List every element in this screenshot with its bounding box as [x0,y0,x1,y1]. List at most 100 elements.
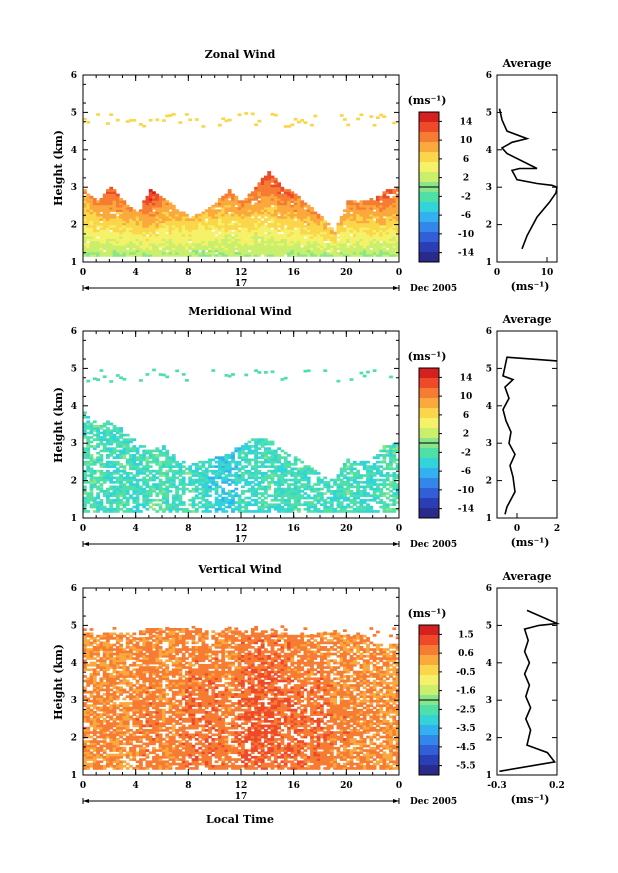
heatmap-cell [379,229,384,233]
heatmap-cell [185,483,189,486]
heatmap-cell [293,460,298,464]
heatmap-cell [343,249,347,253]
heatmap-cell [221,489,226,493]
heatmap-cell [142,501,147,504]
heatmap-cell [237,478,242,482]
heatmap-cell [96,699,100,703]
heatmap-cell [343,209,347,212]
heatmap-cell [395,476,400,480]
heatmap-cell [247,489,252,493]
heatmap-cell [379,492,384,495]
heatmap-cell [142,467,147,471]
heatmap-cell [267,182,272,185]
average-frame [496,330,558,519]
heatmap-cell [247,229,252,233]
heatmap-cell [244,496,249,500]
heatmap-cell [106,456,110,459]
heatmap-cell [264,186,268,190]
colorbar-swatch [419,122,439,133]
heatmap-cell [366,238,370,242]
heatmap-cell [247,195,252,199]
heatmap-cell [129,460,133,464]
heatmap-cell [109,498,114,502]
heatmap-cell [287,216,291,219]
heatmap-cell [208,220,212,224]
heatmap-cell [96,507,100,511]
heatmap-cell [241,209,245,212]
heatmap-cell [109,442,114,446]
heatmap-cell [349,485,354,489]
colorbar-tick-label: 6 [463,155,469,165]
heatmap-cell [168,251,173,255]
heatmap-cell [290,496,295,500]
heatmap-cell [152,483,156,486]
heatmap-cell [359,485,364,489]
heatmap-cell [372,496,377,500]
heatmap-cell [122,494,127,498]
heatmap-cell [125,209,130,212]
heatmap-cell [303,487,308,491]
heatmap-cell [346,238,351,242]
heatmap-cell [218,503,222,507]
heatmap-cell [270,505,275,509]
heatmap-cell [273,198,278,201]
heatmap-cell [329,510,334,513]
heatmap-cell [109,200,114,203]
heatmap-cell [300,213,305,217]
heatmap-cell [310,251,314,255]
heatmap-cell [362,249,367,253]
heatmap-cell [191,236,196,239]
heatmap-cell [339,245,344,248]
heatmap-cell [145,227,150,230]
heatmap-cell [254,240,258,244]
heatmap-cell [280,494,285,498]
x-tick-label: 20 [340,524,353,534]
heatmap-cell [112,207,117,210]
heatmap-cell [102,684,107,687]
heatmap-cell [362,236,367,239]
heatmap-cell [376,460,380,464]
heatmap-cell [320,218,324,221]
heatmap-cell [125,245,130,248]
heatmap-cell [148,472,153,475]
heatmap-cell [102,218,107,221]
heatmap-cell [188,465,193,468]
heatmap-cell [83,713,87,716]
heatmap-cell [310,238,314,242]
heatmap-cell [83,641,87,645]
heatmap-cell [148,465,153,468]
heatmap-cell [385,476,390,480]
heatmap-cell [293,204,298,208]
heatmap-cell [287,454,291,457]
heatmap-cell [369,216,374,219]
heatmap-cell [339,218,344,221]
heatmap-cell [244,222,249,226]
heatmap-cell [96,456,100,459]
heatmap-cell [283,191,288,194]
heatmap-cell [119,498,123,502]
heatmap-cell [115,496,120,500]
heatmap-cell [257,442,262,446]
heatmap-cell [129,242,133,246]
heatmap-cell [148,209,153,212]
heatmap-cell [99,489,104,493]
heatmap-cell [132,449,137,453]
heatmap-cell [106,474,110,477]
heatmap-cell [306,245,311,248]
heatmap-cell [224,463,229,466]
heatmap-cell [264,209,268,212]
heatmap-cell [191,220,196,224]
heatmap-cell [89,229,94,233]
heatmap-cell [155,454,160,457]
heatmap-cell [389,451,393,455]
heatmap-cell [175,485,179,489]
heatmap-cell [188,489,193,493]
heatmap-cell [267,231,272,235]
heatmap-cell [283,207,288,210]
heatmap-cell [162,501,166,504]
heatmap-cell [237,507,242,511]
heatmap-cell [214,218,219,221]
heatmap-cell [352,496,357,500]
heatmap-cell [385,216,390,219]
avg-x-tick-label: 0 [514,524,520,534]
